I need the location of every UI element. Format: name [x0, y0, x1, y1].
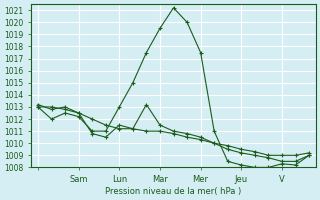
X-axis label: Pression niveau de la mer( hPa ): Pression niveau de la mer( hPa )	[105, 187, 242, 196]
